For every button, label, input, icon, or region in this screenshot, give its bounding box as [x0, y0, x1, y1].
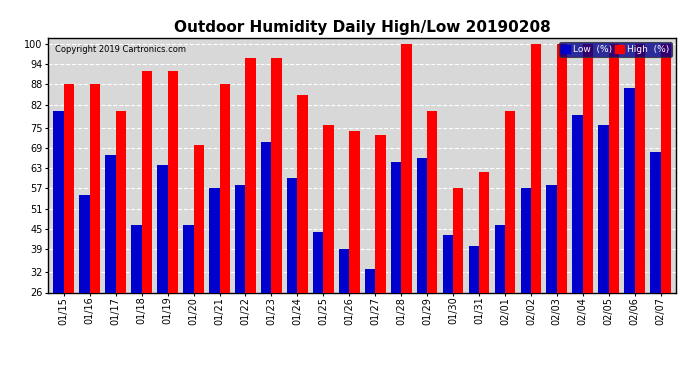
- Bar: [469, 246, 479, 292]
- Bar: [194, 145, 204, 292]
- Bar: [349, 132, 359, 292]
- Bar: [297, 94, 308, 292]
- Bar: [650, 152, 660, 292]
- Bar: [598, 125, 609, 292]
- Bar: [520, 189, 531, 292]
- Bar: [324, 125, 334, 292]
- Text: Copyright 2019 Cartronics.com: Copyright 2019 Cartronics.com: [55, 45, 186, 54]
- Bar: [116, 111, 126, 292]
- Bar: [583, 44, 593, 292]
- Bar: [219, 84, 230, 292]
- Bar: [287, 178, 297, 292]
- Bar: [401, 44, 411, 292]
- Bar: [184, 225, 194, 292]
- Bar: [246, 58, 256, 292]
- Bar: [495, 225, 505, 292]
- Bar: [141, 71, 152, 292]
- Bar: [573, 115, 583, 292]
- Bar: [417, 158, 427, 292]
- Bar: [365, 269, 375, 292]
- Legend: Low  (%), High  (%): Low (%), High (%): [559, 42, 671, 57]
- Bar: [54, 111, 64, 292]
- Bar: [391, 162, 401, 292]
- Bar: [90, 84, 100, 292]
- Bar: [339, 249, 349, 292]
- Bar: [261, 141, 271, 292]
- Bar: [531, 44, 541, 292]
- Bar: [443, 236, 453, 292]
- Bar: [624, 88, 635, 292]
- Bar: [557, 44, 567, 292]
- Bar: [157, 165, 168, 292]
- Bar: [209, 189, 219, 292]
- Bar: [271, 58, 282, 292]
- Bar: [609, 44, 619, 292]
- Title: Outdoor Humidity Daily High/Low 20190208: Outdoor Humidity Daily High/Low 20190208: [174, 20, 551, 35]
- Bar: [313, 232, 324, 292]
- Bar: [427, 111, 437, 292]
- Bar: [635, 44, 645, 292]
- Bar: [168, 71, 178, 292]
- Bar: [479, 172, 489, 292]
- Bar: [235, 185, 246, 292]
- Bar: [660, 44, 671, 292]
- Bar: [375, 135, 386, 292]
- Bar: [131, 225, 141, 292]
- Bar: [106, 155, 116, 292]
- Bar: [453, 189, 464, 292]
- Bar: [64, 84, 75, 292]
- Bar: [546, 185, 557, 292]
- Bar: [79, 195, 90, 292]
- Bar: [505, 111, 515, 292]
